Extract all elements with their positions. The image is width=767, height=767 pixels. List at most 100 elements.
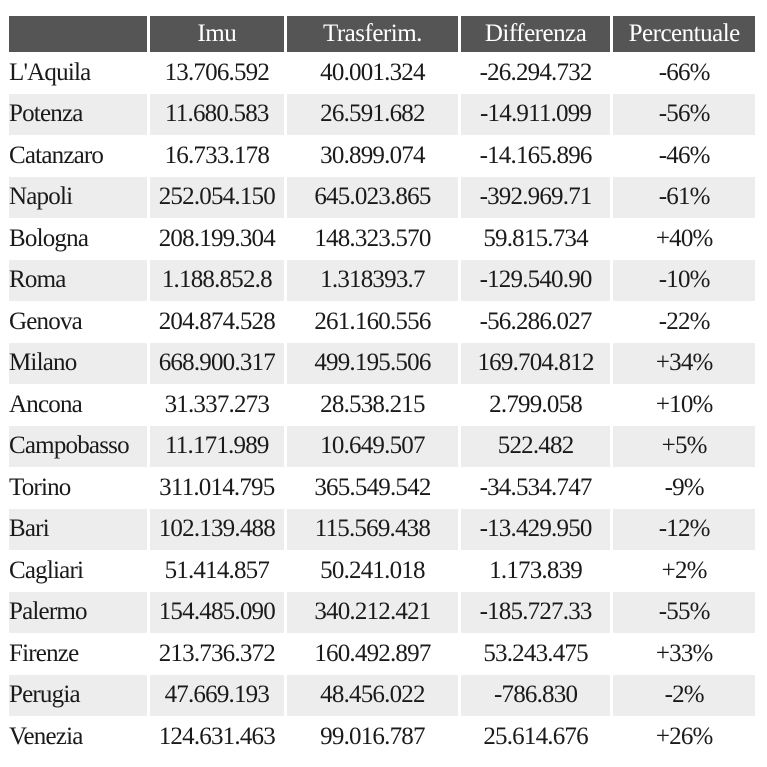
city-cell: Catanzaro <box>9 135 147 177</box>
city-cell: Napoli <box>9 176 147 218</box>
city-cell: Roma <box>9 259 147 301</box>
percentuale-cell: +26% <box>613 716 755 758</box>
table-body: L'Aquila 13.706.592 40.001.324 -26.294.732-… <box>9 52 755 758</box>
differenza-cell: -129.540.90 <box>460 259 611 301</box>
trasferim-cell: 365.549.542 <box>287 467 458 509</box>
imu-cell: 1.188.852.8 <box>149 259 285 301</box>
city-cell: L'Aquila <box>9 52 147 94</box>
table-row: Campobasso 11.171.989 10.649.507 522.482 +5% <box>9 425 755 467</box>
trasferim-cell: 645.023.865 <box>287 176 458 218</box>
header-row: Imu Trasferim. Differenza Percentuale <box>9 16 755 52</box>
table-row: Catanzaro 16.733.178 30.899.074 -14.165.896… <box>9 135 755 177</box>
imu-cell: 311.014.795 <box>149 467 285 509</box>
percentuale-cell: -10% <box>613 259 755 301</box>
table-row: Milano 668.900.317 499.195.506 169.704.812 +… <box>9 342 755 384</box>
city-cell: Bari <box>9 508 147 550</box>
table-row: Bari 102.139.488 115.569.438 -13.429.950 -12… <box>9 508 755 550</box>
city-cell: Milano <box>9 342 147 384</box>
header-percentuale: Percentuale <box>613 16 755 52</box>
table-row: Potenza 11.680.583 26.591.682 -14.911.099 -5… <box>9 93 755 135</box>
table-row: Perugia 47.669.193 48.456.022 -786.830 -2% <box>9 674 755 716</box>
table-row: L'Aquila 13.706.592 40.001.324 -26.294.732-… <box>9 52 755 94</box>
imu-cell: 154.485.090 <box>149 591 285 633</box>
imu-cell: 668.900.317 <box>149 342 285 384</box>
trasferim-cell: 99.016.787 <box>287 716 458 758</box>
table-row: Bologna 208.199.304 148.323.570 59.815.734 +… <box>9 218 755 260</box>
percentuale-cell: +10% <box>613 384 755 426</box>
table-row: Ancona 31.337.273 28.538.215 2.799.058 +10% <box>9 384 755 426</box>
trasferim-cell: 48.456.022 <box>287 674 458 716</box>
differenza-cell: -56.286.027 <box>460 301 611 343</box>
header-imu: Imu <box>149 16 285 52</box>
city-cell: Palermo <box>9 591 147 633</box>
trasferim-cell: 30.899.074 <box>287 135 458 177</box>
imu-cell: 213.736.372 <box>149 633 285 675</box>
imu-cell: 102.139.488 <box>149 508 285 550</box>
city-cell: Campobasso <box>9 425 147 467</box>
trasferim-cell: 50.241.018 <box>287 550 458 592</box>
trasferim-cell: 26.591.682 <box>287 93 458 135</box>
city-cell: Genova <box>9 301 147 343</box>
percentuale-cell: +5% <box>613 425 755 467</box>
table-row: Torino 311.014.795 365.549.542 -34.534.747-… <box>9 467 755 509</box>
percentuale-cell: -55% <box>613 591 755 633</box>
trasferim-cell: 160.492.897 <box>287 633 458 675</box>
trasferim-cell: 10.649.507 <box>287 425 458 467</box>
percentuale-cell: -9% <box>613 467 755 509</box>
data-table-container: Imu Trasferim. Differenza Percentuale L'… <box>6 16 758 758</box>
imu-cell: 51.414.857 <box>149 550 285 592</box>
percentuale-cell: +33% <box>613 633 755 675</box>
trasferim-cell: 148.323.570 <box>287 218 458 260</box>
header-differenza: Differenza <box>460 16 611 52</box>
imu-cell: 252.054.150 <box>149 176 285 218</box>
imu-cell: 11.171.989 <box>149 425 285 467</box>
percentuale-cell: -61% <box>613 176 755 218</box>
city-cell: Torino <box>9 467 147 509</box>
differenza-cell: 169.704.812 <box>460 342 611 384</box>
differenza-cell: -786.830 <box>460 674 611 716</box>
header-trasferim: Trasferim. <box>287 16 458 52</box>
imu-cell: 11.680.583 <box>149 93 285 135</box>
differenza-cell: -14.911.099 <box>460 93 611 135</box>
differenza-cell: -185.727.33 <box>460 591 611 633</box>
table-row: Firenze 213.736.372 160.492.897 53.243.475 +… <box>9 633 755 675</box>
table-row: Venezia 124.631.463 99.016.787 25.614.676 +2… <box>9 716 755 758</box>
percentuale-cell: -46% <box>613 135 755 177</box>
imu-transfers-table: Imu Trasferim. Differenza Percentuale L'… <box>6 16 758 758</box>
city-cell: Ancona <box>9 384 147 426</box>
trasferim-cell: 115.569.438 <box>287 508 458 550</box>
header-corner <box>9 16 147 52</box>
trasferim-cell: 28.538.215 <box>287 384 458 426</box>
city-cell: Cagliari <box>9 550 147 592</box>
trasferim-cell: 261.160.556 <box>287 301 458 343</box>
trasferim-cell: 40.001.324 <box>287 52 458 94</box>
city-cell: Perugia <box>9 674 147 716</box>
table-header: Imu Trasferim. Differenza Percentuale <box>9 16 755 52</box>
differenza-cell: -34.534.747 <box>460 467 611 509</box>
trasferim-cell: 1.318393.7 <box>287 259 458 301</box>
city-cell: Bologna <box>9 218 147 260</box>
imu-cell: 31.337.273 <box>149 384 285 426</box>
imu-cell: 204.874.528 <box>149 301 285 343</box>
imu-cell: 16.733.178 <box>149 135 285 177</box>
differenza-cell: 25.614.676 <box>460 716 611 758</box>
differenza-cell: -13.429.950 <box>460 508 611 550</box>
percentuale-cell: +34% <box>613 342 755 384</box>
city-cell: Venezia <box>9 716 147 758</box>
imu-cell: 47.669.193 <box>149 674 285 716</box>
percentuale-cell: -22% <box>613 301 755 343</box>
imu-cell: 208.199.304 <box>149 218 285 260</box>
table-row: Roma 1.188.852.8 1.318393.7 -129.540.90 -10% <box>9 259 755 301</box>
city-cell: Potenza <box>9 93 147 135</box>
percentuale-cell: -66% <box>613 52 755 94</box>
percentuale-cell: -12% <box>613 508 755 550</box>
trasferim-cell: 340.212.421 <box>287 591 458 633</box>
city-cell: Firenze <box>9 633 147 675</box>
percentuale-cell: -56% <box>613 93 755 135</box>
differenza-cell: -14.165.896 <box>460 135 611 177</box>
percentuale-cell: +2% <box>613 550 755 592</box>
table-row: Genova 204.874.528 261.160.556 -56.286.027-… <box>9 301 755 343</box>
percentuale-cell: -2% <box>613 674 755 716</box>
differenza-cell: -26.294.732 <box>460 52 611 94</box>
differenza-cell: 522.482 <box>460 425 611 467</box>
